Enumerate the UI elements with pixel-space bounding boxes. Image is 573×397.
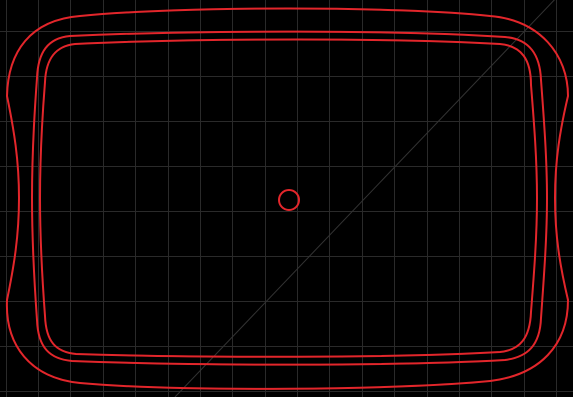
diagonal-guide-line	[174, 0, 555, 397]
center-point-marker[interactable]	[278, 189, 300, 211]
middle-shape-outline[interactable]	[31, 30, 548, 366]
inner-shape-outline[interactable]	[39, 38, 538, 358]
outer-shape-outline[interactable]	[5, 7, 569, 390]
